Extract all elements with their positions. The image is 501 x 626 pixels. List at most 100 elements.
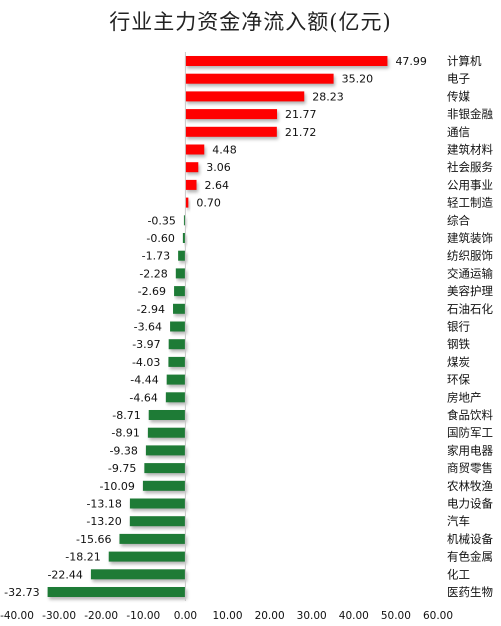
value-label: 35.20 xyxy=(342,73,374,86)
value-label: 0.70 xyxy=(196,197,221,210)
category-label: 医药生物 xyxy=(447,585,493,599)
category-label: 钢铁 xyxy=(447,337,470,351)
x-tick-label: -10.00 xyxy=(126,610,160,622)
category-label: 传媒 xyxy=(447,89,470,103)
category-label: 商贸零售 xyxy=(447,461,493,475)
bar-美容护理 xyxy=(174,286,186,297)
value-label: -2.94 xyxy=(137,303,165,316)
value-label: 28.23 xyxy=(312,90,344,103)
x-tick-label: -20.00 xyxy=(84,610,118,622)
value-label: 4.48 xyxy=(212,144,237,157)
category-label: 非银金融 xyxy=(447,107,493,121)
value-label: -8.71 xyxy=(112,409,140,422)
category-label: 银行 xyxy=(447,320,470,334)
value-label: -15.66 xyxy=(76,533,111,546)
value-label: -9.75 xyxy=(108,462,136,475)
value-label: -3.97 xyxy=(132,338,160,351)
x-tick-label: -40.00 xyxy=(0,610,34,622)
category-label: 农林牧渔 xyxy=(447,479,493,493)
x-tick-label: -30.00 xyxy=(42,610,76,622)
value-label: -4.03 xyxy=(132,356,160,369)
category-label: 公用事业 xyxy=(447,178,493,192)
value-label: -1.73 xyxy=(142,250,170,263)
value-label: -3.64 xyxy=(134,321,162,334)
value-label: -13.20 xyxy=(86,515,121,528)
category-label: 电力设备 xyxy=(447,497,493,511)
bar-农林牧渔 xyxy=(142,480,186,491)
bar-传媒 xyxy=(185,91,305,102)
value-label: -4.64 xyxy=(129,391,157,404)
value-label: -2.69 xyxy=(138,285,166,298)
category-label: 家用电器 xyxy=(447,443,493,457)
x-tick-label: 0.00 xyxy=(174,610,197,622)
category-label: 交通运输 xyxy=(447,266,493,280)
value-label: 21.72 xyxy=(285,126,317,139)
value-label: -13.18 xyxy=(86,498,121,511)
bar-石油石化 xyxy=(173,303,186,314)
value-label: 21.77 xyxy=(285,108,317,121)
bar-轻工制造 xyxy=(185,197,189,208)
bar-煤炭 xyxy=(168,356,186,367)
value-label: -22.44 xyxy=(47,568,82,581)
value-label: -32.73 xyxy=(4,586,39,599)
bar-通信 xyxy=(185,126,277,137)
value-label: -18.21 xyxy=(65,551,100,564)
bar-shadow xyxy=(186,200,190,211)
value-label: -0.60 xyxy=(146,232,174,245)
value-label: 3.06 xyxy=(206,161,231,174)
value-label: -2.28 xyxy=(139,267,167,280)
x-tick-label: 40.00 xyxy=(339,610,369,622)
category-label: 社会服务 xyxy=(447,160,493,174)
category-label: 机械设备 xyxy=(447,532,493,546)
value-label: -9.38 xyxy=(109,444,137,457)
category-label: 煤炭 xyxy=(447,355,470,369)
category-label: 计算机 xyxy=(447,54,482,68)
value-label: 2.64 xyxy=(205,179,230,192)
x-tick-label: 50.00 xyxy=(381,610,411,622)
category-label: 食品饮料 xyxy=(447,408,493,422)
x-tick-label: 60.00 xyxy=(423,610,453,622)
bar-电力设备 xyxy=(129,498,186,509)
category-label: 电子 xyxy=(447,72,470,86)
bar-家用电器 xyxy=(145,445,186,456)
value-label: 47.99 xyxy=(395,55,427,68)
category-label: 有色金属 xyxy=(447,550,493,564)
category-label: 通信 xyxy=(447,125,470,139)
bar-医药生物 xyxy=(47,587,186,597)
category-label: 建筑装饰 xyxy=(447,231,493,245)
bar-机械设备 xyxy=(119,533,186,544)
bar-汽车 xyxy=(129,516,186,527)
x-tick-label: 30.00 xyxy=(297,610,327,622)
value-label: -8.91 xyxy=(111,427,139,440)
x-tick-label: 10.00 xyxy=(212,610,242,622)
category-label: 汽车 xyxy=(447,514,470,528)
category-label: 石油石化 xyxy=(447,302,493,316)
category-label: 轻工制造 xyxy=(447,196,493,210)
bar-纺织服饰 xyxy=(178,250,186,261)
bar-商贸零售 xyxy=(144,463,186,474)
bar-有色金属 xyxy=(108,551,186,562)
bar-环保 xyxy=(166,374,186,385)
bar-交通运输 xyxy=(175,268,186,279)
category-label: 环保 xyxy=(447,373,470,387)
bar-电子 xyxy=(185,73,334,84)
value-label: -10.09 xyxy=(99,480,134,493)
category-label: 美容护理 xyxy=(447,284,493,298)
bar-化工 xyxy=(90,569,186,580)
category-label: 综合 xyxy=(447,213,470,227)
bar-非银金融 xyxy=(185,109,278,120)
bar-国防军工 xyxy=(147,427,186,438)
category-label: 建筑材料 xyxy=(447,143,493,157)
chart-title: 行业主力资金净流入额(亿元) xyxy=(109,10,392,34)
bar-建筑材料 xyxy=(185,144,205,155)
category-label: 房地产 xyxy=(447,390,482,404)
bar-钢铁 xyxy=(168,339,186,350)
value-label: -0.35 xyxy=(147,214,175,227)
value-label: -4.44 xyxy=(130,374,158,387)
bar-房地产 xyxy=(165,392,186,403)
bar-食品饮料 xyxy=(148,410,186,420)
category-label: 纺织服饰 xyxy=(447,249,493,263)
bar-计算机 xyxy=(185,56,388,66)
x-tick-label: 20.00 xyxy=(255,610,285,622)
